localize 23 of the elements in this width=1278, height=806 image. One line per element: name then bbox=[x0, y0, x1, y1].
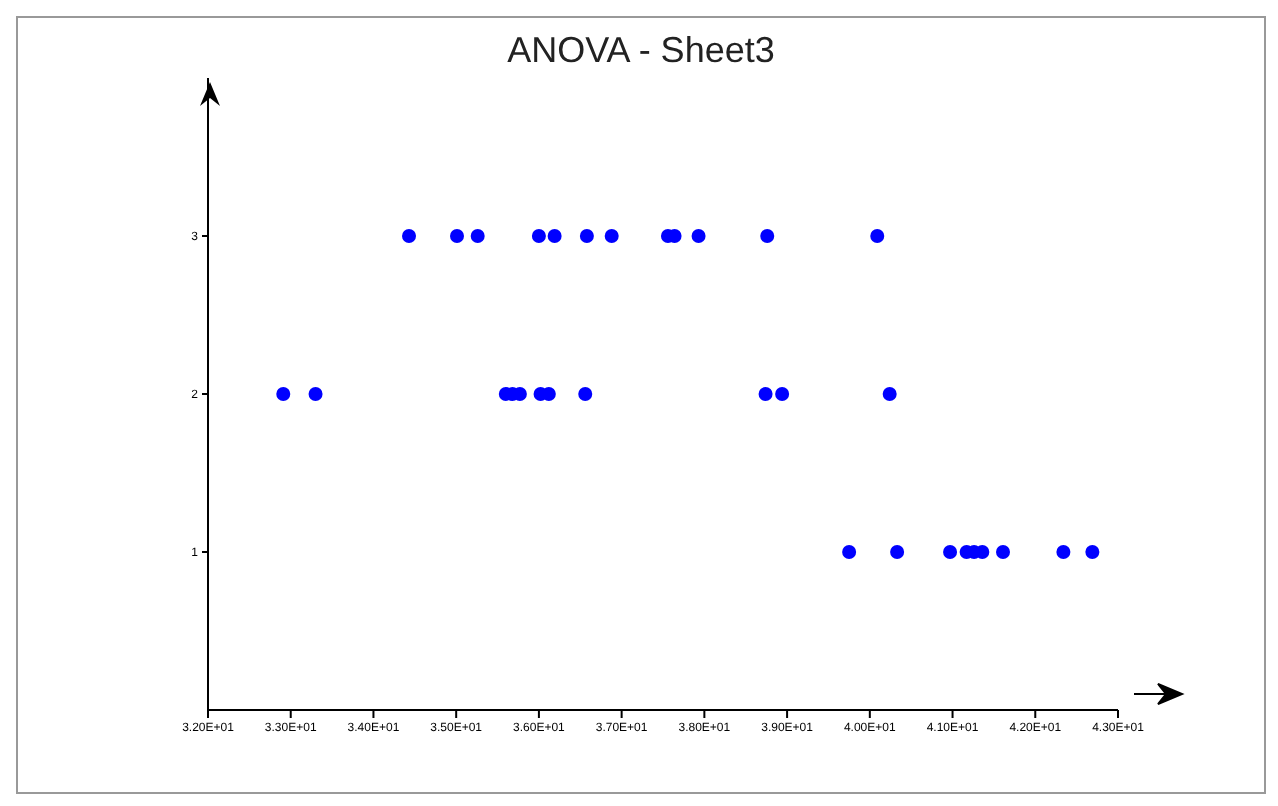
point bbox=[276, 387, 291, 401]
point bbox=[531, 229, 546, 243]
point bbox=[1085, 545, 1100, 559]
point bbox=[870, 229, 885, 243]
point bbox=[402, 229, 417, 243]
point bbox=[882, 387, 897, 401]
point bbox=[578, 387, 593, 401]
point bbox=[579, 229, 594, 243]
point bbox=[760, 229, 775, 243]
point bbox=[758, 387, 773, 401]
point bbox=[450, 229, 465, 243]
point bbox=[691, 229, 706, 243]
point bbox=[604, 229, 619, 243]
chart-title: ANOVA - Sheet3 bbox=[505, 30, 777, 72]
point bbox=[775, 387, 790, 401]
point bbox=[470, 229, 485, 243]
point bbox=[890, 545, 905, 559]
point bbox=[943, 545, 958, 559]
point bbox=[308, 387, 323, 401]
point bbox=[996, 545, 1011, 559]
point bbox=[547, 229, 562, 243]
point bbox=[842, 545, 857, 559]
point bbox=[1056, 545, 1071, 559]
